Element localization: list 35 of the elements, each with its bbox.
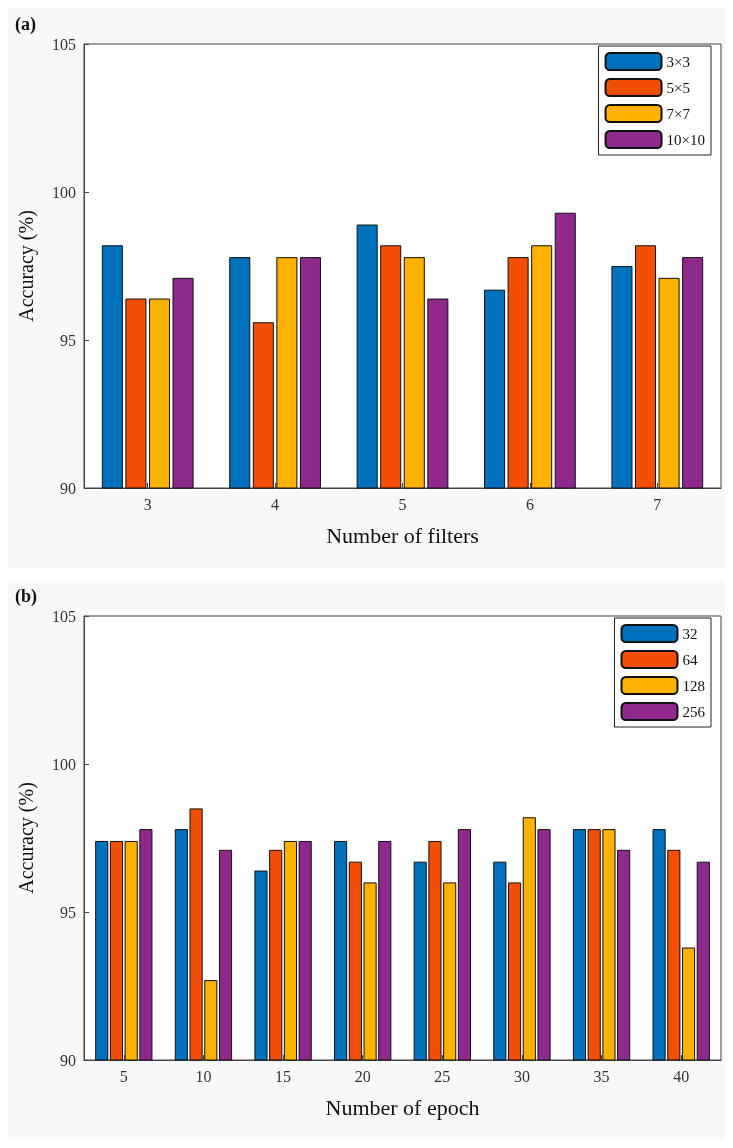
- y-axis-title: Accuracy (%): [15, 782, 38, 894]
- x-tick-label: 5: [119, 1067, 128, 1085]
- legend-label: 32: [682, 625, 698, 642]
- chart-title: (a): [15, 14, 36, 35]
- x-tick-label: 35: [593, 1067, 610, 1085]
- x-tick-label: 40: [673, 1067, 690, 1085]
- x-tick-label: 20: [354, 1067, 371, 1085]
- x-axis-title: Number of epoch: [325, 1094, 480, 1120]
- x-tick-label: 3: [143, 495, 152, 513]
- x-tick-label: 4: [271, 495, 280, 513]
- x-tick-label: 7: [653, 495, 662, 513]
- chart-title: (b): [15, 586, 37, 607]
- legend-label: 128: [682, 677, 705, 694]
- y-tick-label: 105: [52, 607, 76, 625]
- y-tick-label: 100: [52, 183, 76, 201]
- y-tick-label: 100: [52, 755, 76, 773]
- legend-label: 10×10: [666, 131, 706, 148]
- x-tick-label: 5: [398, 495, 407, 513]
- legend-label: 3×3: [666, 53, 691, 70]
- legend-label: 5×5: [666, 79, 691, 96]
- x-tick-label: 6: [525, 495, 534, 513]
- x-tick-label: 10: [195, 1067, 212, 1085]
- x-tick-label: 25: [434, 1067, 451, 1085]
- y-tick-label: 105: [52, 35, 76, 53]
- y-axis-title: Accuracy (%): [15, 210, 38, 322]
- x-tick-label: 15: [275, 1067, 292, 1085]
- legend-label: 7×7: [666, 105, 691, 122]
- x-tick-label: 30: [513, 1067, 530, 1085]
- y-tick-label: 95: [60, 331, 76, 349]
- y-tick-label: 90: [60, 1051, 76, 1069]
- x-axis-title: Number of filters: [326, 522, 479, 548]
- y-tick-label: 90: [60, 479, 76, 497]
- legend-label: 64: [682, 651, 698, 668]
- y-tick-label: 95: [60, 903, 76, 921]
- legend-label: 256: [682, 703, 706, 720]
